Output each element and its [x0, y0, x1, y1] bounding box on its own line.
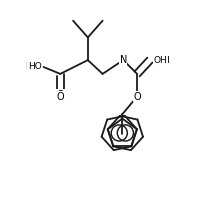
Text: O: O [133, 92, 141, 101]
Text: OH: OH [154, 56, 168, 65]
Text: O: O [56, 92, 64, 101]
Text: O: O [56, 90, 64, 99]
Text: O: O [133, 92, 141, 101]
Text: N: N [120, 55, 127, 65]
Text: N: N [120, 55, 127, 65]
Text: OH: OH [157, 56, 171, 65]
Text: HO: HO [28, 62, 42, 72]
Text: HO: HO [25, 62, 39, 72]
